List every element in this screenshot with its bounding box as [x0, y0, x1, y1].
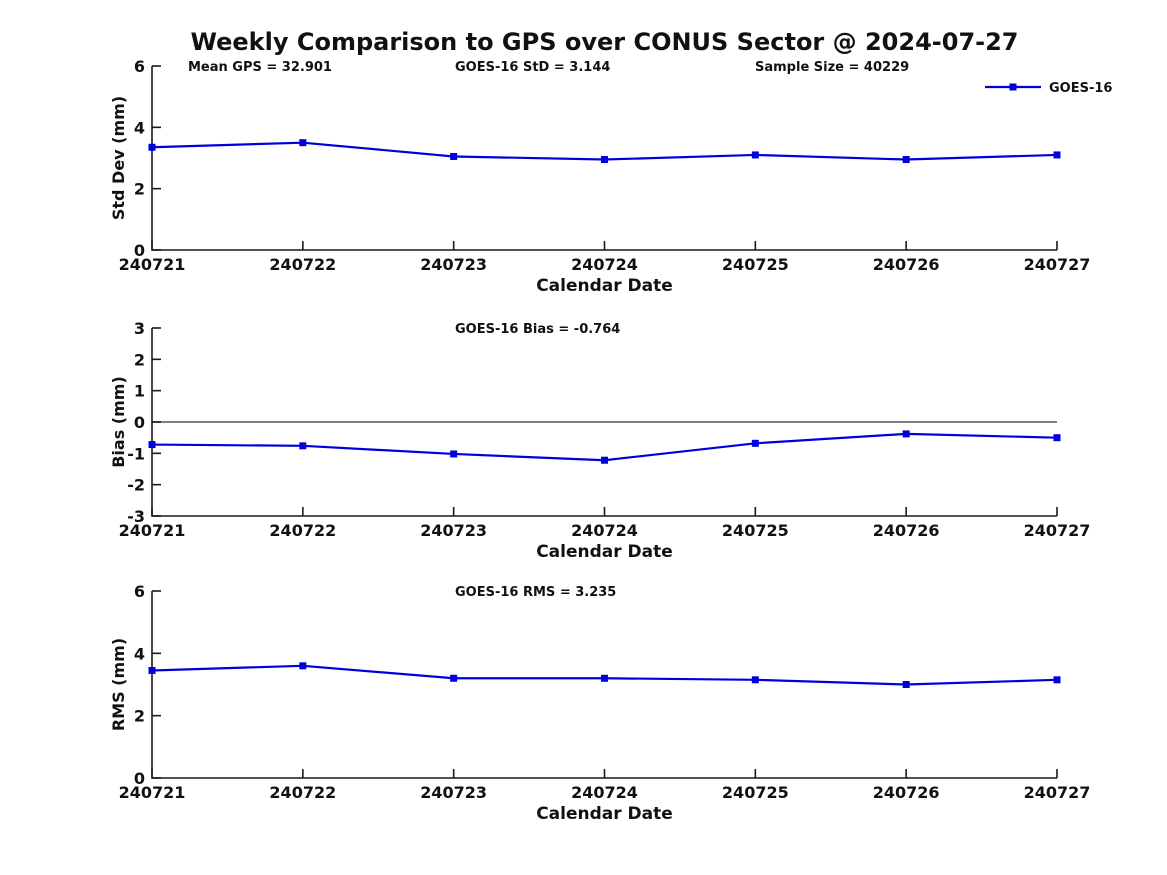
x-tick-label: 240727 [1024, 783, 1091, 802]
subplot-bias: -3 -2 -1 0 1 2 3 240721 240722 240723 240724 240725… [109, 319, 1090, 562]
x-tick-label: 240721 [119, 255, 186, 274]
y-tick-label: 6 [134, 582, 145, 601]
y-tick-label: 0 [134, 241, 145, 260]
x-tick-label: 240725 [722, 783, 789, 802]
x-tick-label: 240726 [873, 783, 940, 802]
data-point [450, 152, 458, 160]
stat-annotation: GOES-16 StD = 3.144 [455, 60, 610, 75]
subplot-std-dev: 0 2 4 6 240721 240722 240723 240724 240725 240726… [109, 57, 1112, 296]
stat-annotation: Mean GPS = 32.901 [188, 60, 332, 75]
y-tick-label: 0 [134, 769, 145, 788]
y-tick-label: -1 [127, 444, 145, 463]
data-point [751, 151, 759, 159]
figure-title: Weekly Comparison to GPS over CONUS Sect… [190, 28, 1019, 56]
x-tick-label: 240725 [722, 521, 789, 540]
data-point [751, 676, 759, 684]
y-tick-label: -3 [127, 507, 145, 526]
subplot-rms: 0 2 4 6 240721 240722 240723 240724 240725 240726… [109, 582, 1090, 824]
x-tick-label: 240723 [420, 521, 487, 540]
data-point [601, 674, 608, 682]
x-tick-label: 240721 [119, 521, 186, 540]
data-point [450, 450, 458, 458]
x-tick-label: 240724 [571, 521, 638, 540]
y-tick-label: 6 [134, 57, 145, 76]
data-point [902, 430, 910, 438]
y-tick-label: -2 [127, 476, 145, 495]
data-point [148, 143, 156, 151]
stat-annotation: GOES-16 Bias = -0.764 [455, 322, 620, 337]
data-line-GOES-16 [151, 432, 1058, 462]
data-point [902, 681, 910, 688]
data-point [450, 674, 458, 682]
data-point [902, 156, 910, 164]
data-point [148, 666, 156, 674]
y-tick-label: 2 [134, 350, 145, 369]
y-axis-label: Std Dev (mm) [109, 96, 128, 220]
x-tick-label: 240722 [269, 521, 336, 540]
x-tick-label: 240723 [420, 255, 487, 274]
data-point [148, 441, 156, 449]
legend-marker [1009, 83, 1017, 91]
data-point [299, 662, 307, 670]
x-tick-label: 240721 [119, 783, 186, 802]
data-point [1053, 434, 1061, 442]
x-tick-label: 240725 [722, 255, 789, 274]
y-tick-label: 2 [134, 180, 145, 199]
x-tick-label: 240722 [269, 255, 336, 274]
x-tick-label: 240722 [269, 783, 336, 802]
y-tick-label: 4 [134, 644, 145, 663]
stat-annotation: GOES-16 RMS = 3.235 [455, 585, 616, 600]
data-point [299, 442, 307, 450]
x-tick-label: 240726 [873, 255, 940, 274]
y-tick-label: 0 [134, 413, 145, 432]
x-axis-label: Calendar Date [536, 804, 673, 824]
stat-annotation: Sample Size = 40229 [755, 60, 909, 75]
x-tick-label: 240723 [420, 783, 487, 802]
x-axis-label: Calendar Date [536, 542, 673, 562]
x-axis-label: Calendar Date [536, 276, 673, 296]
x-tick-label: 240724 [571, 255, 638, 274]
x-tick-label: 240726 [873, 521, 940, 540]
legend: GOES-16 [985, 81, 1112, 96]
data-point [1053, 151, 1061, 159]
data-point [601, 456, 608, 464]
y-tick-label: 1 [134, 382, 145, 401]
x-tick-label: 240727 [1024, 521, 1091, 540]
y-tick-label: 2 [134, 707, 145, 726]
data-point [601, 156, 608, 164]
y-axis-label: Bias (mm) [109, 376, 128, 468]
data-point [299, 139, 307, 147]
data-point [751, 439, 759, 447]
y-tick-label: 3 [134, 319, 145, 338]
x-tick-label: 240727 [1024, 255, 1091, 274]
x-tick-label: 240724 [571, 783, 638, 802]
y-tick-label: 4 [134, 118, 145, 137]
legend-label: GOES-16 [1049, 81, 1112, 96]
data-point [1053, 676, 1061, 684]
y-axis-label: RMS (mm) [109, 638, 128, 731]
